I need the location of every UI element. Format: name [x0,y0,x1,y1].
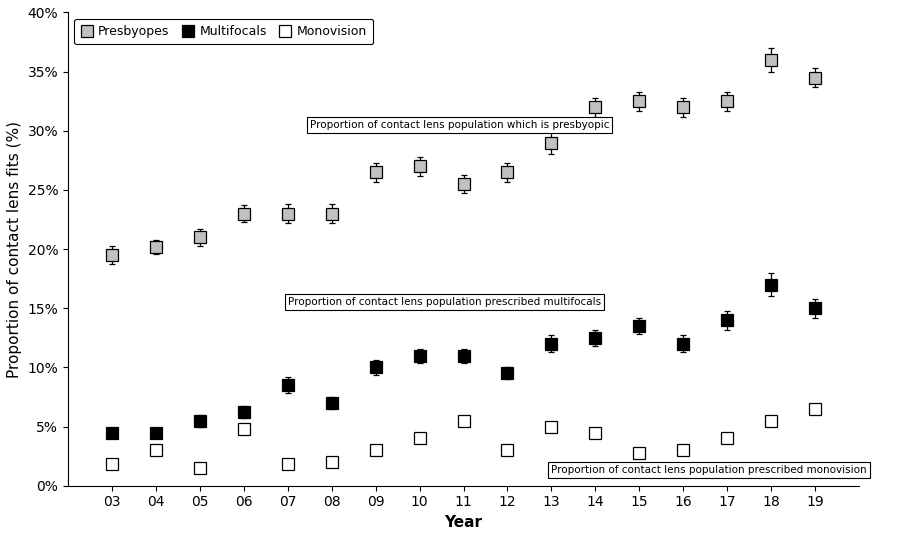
Multifocals [106,429,117,436]
Multifocals [590,335,601,341]
Monovision [502,447,513,454]
Presbyopes [546,140,557,146]
Multifocals [326,400,337,406]
Presbyopes [634,98,645,104]
Presbyopes [326,211,337,217]
Text: Proportion of contact lens population prescribed monovision: Proportion of contact lens population pr… [551,465,867,475]
Multifocals [414,352,425,359]
Line: Multifocals: Multifocals [106,279,821,438]
Text: Proportion of contact lens population which is presbyopic: Proportion of contact lens population wh… [310,120,609,130]
Presbyopes [370,169,381,176]
Monovision [590,429,601,436]
Multifocals [722,317,733,323]
Multifocals [194,417,205,424]
Presbyopes [194,234,205,241]
Multifocals [678,340,689,347]
Y-axis label: Proportion of contact lens fits (%): Proportion of contact lens fits (%) [7,121,22,378]
Monovision [238,426,249,432]
Monovision [282,461,293,468]
Monovision [765,417,776,424]
Multifocals [765,281,776,288]
Multifocals [151,429,162,436]
Monovision [106,461,117,468]
Presbyopes [722,98,733,104]
Multifocals [238,409,249,416]
Monovision [370,447,381,454]
Presbyopes [238,211,249,217]
Presbyopes [590,104,601,110]
Monovision [634,449,645,456]
Line: Monovision: Monovision [106,403,821,474]
Monovision [810,405,821,412]
Text: Proportion of contact lens population prescribed multifocals: Proportion of contact lens population pr… [288,297,601,307]
Legend: Presbyopes, Multifocals, Monovision: Presbyopes, Multifocals, Monovision [74,19,373,44]
Monovision [546,423,557,430]
Presbyopes [765,56,776,63]
Presbyopes [106,252,117,258]
Monovision [678,447,689,454]
Presbyopes [502,169,513,176]
Multifocals [370,364,381,371]
Line: Presbyopes: Presbyopes [106,54,821,260]
Multifocals [502,370,513,376]
Monovision [194,465,205,471]
Monovision [414,435,425,441]
Presbyopes [810,74,821,81]
Monovision [326,459,337,466]
Presbyopes [282,211,293,217]
Monovision [722,435,733,441]
Presbyopes [414,163,425,170]
Presbyopes [151,243,162,250]
Multifocals [810,305,821,311]
Presbyopes [458,181,469,187]
Monovision [151,447,162,454]
Monovision [458,417,469,424]
X-axis label: Year: Year [445,515,482,530]
Presbyopes [678,104,689,110]
Multifocals [458,352,469,359]
Multifocals [546,340,557,347]
Multifocals [282,382,293,388]
Multifocals [634,323,645,329]
